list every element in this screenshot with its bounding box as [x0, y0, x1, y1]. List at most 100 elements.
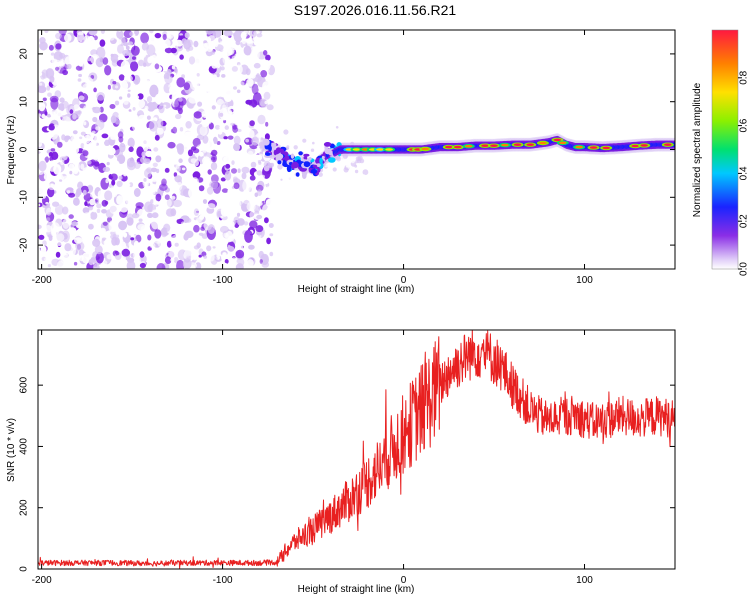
noise-speckle [263, 43, 268, 47]
ridge-core [445, 145, 453, 149]
noise-speckle [109, 104, 116, 109]
noise-speckle [203, 260, 212, 269]
noise-speckle [105, 178, 109, 184]
noise-speckle [55, 43, 62, 50]
noise-speckle [118, 136, 124, 143]
noise-speckle [283, 129, 289, 135]
ridge-blob [328, 157, 336, 163]
noise-speckle [38, 102, 46, 112]
noise-speckle [128, 226, 133, 230]
noise-speckle [281, 167, 286, 172]
noise-speckle [190, 170, 194, 174]
noise-speckle [120, 60, 130, 72]
noise-speckle [256, 201, 263, 207]
noise-speckle [157, 39, 161, 45]
noise-speckle [128, 146, 134, 153]
noise-speckle [241, 39, 246, 45]
noise-speckle [149, 183, 157, 193]
noise-speckle [135, 202, 144, 209]
noise-speckle [185, 217, 192, 223]
spectrogram-y-tick-label: 10 [19, 96, 30, 108]
ridge-blob [275, 147, 282, 154]
noise-speckle [213, 56, 220, 64]
noise-speckle [164, 198, 172, 208]
noise-speckle [246, 37, 255, 44]
noise-speckle [359, 164, 362, 167]
noise-speckle [101, 199, 108, 207]
noise-speckle [220, 216, 224, 219]
noise-speckle [95, 126, 101, 131]
noise-speckle [233, 182, 240, 190]
noise-speckle [83, 230, 93, 240]
noise-speckle [137, 223, 147, 231]
noise-speckle [260, 70, 268, 78]
ridge-core [513, 143, 522, 146]
noise-speckle [38, 133, 41, 137]
noise-speckle [207, 224, 215, 235]
noise-speckle [47, 178, 51, 183]
noise-speckle [117, 131, 124, 139]
noise-speckle [164, 256, 172, 265]
noise-speckle [132, 94, 140, 100]
snr-x-axis-title: Height of straight line (km) [298, 584, 415, 595]
noise-speckle [92, 106, 101, 114]
noise-speckle [78, 40, 85, 50]
chart-title: S197.2026.016.11.56.R21 [293, 2, 457, 18]
noise-speckle [88, 30, 98, 36]
noise-speckle [118, 74, 125, 81]
noise-speckle [110, 115, 117, 124]
noise-speckle [89, 141, 97, 147]
noise-speckle [230, 122, 235, 126]
noise-speckle [233, 135, 241, 145]
colorbar-axes: 0.0 0.2 0.4 0.6 0.8 [738, 70, 750, 276]
noise-speckle [133, 161, 141, 169]
noise-speckle [212, 246, 216, 249]
noise-speckle [242, 179, 252, 193]
ridge-blob [310, 169, 318, 174]
noise-speckle [349, 166, 354, 171]
noise-speckle [261, 174, 265, 179]
noise-speckle [207, 120, 211, 125]
ridge-blob [303, 153, 310, 157]
snr-y-tick-label: 400 [19, 438, 30, 455]
noise-speckle [84, 201, 88, 207]
noise-speckle [106, 254, 114, 260]
noise-speckle [64, 56, 74, 66]
noise-speckle [66, 63, 72, 70]
noise-speckle [136, 98, 146, 109]
noise-speckle [166, 69, 172, 76]
noise-speckle [184, 135, 190, 141]
noise-speckle [123, 74, 133, 83]
noise-speckle [249, 30, 257, 38]
noise-speckle [224, 259, 229, 264]
noise-speckle [48, 124, 55, 131]
noise-speckle [104, 190, 113, 201]
noise-speckle [139, 262, 146, 269]
noise-speckle [50, 52, 55, 56]
noise-speckle [197, 76, 203, 83]
noise-speckle [160, 43, 168, 49]
noise-speckle [38, 224, 42, 230]
noise-speckle [49, 75, 55, 83]
noise-speckle [210, 162, 218, 171]
noise-speckle [69, 82, 77, 90]
noise-speckle [133, 240, 140, 248]
noise-speckle [192, 137, 201, 147]
noise-speckle [38, 203, 41, 207]
noise-speckle [156, 127, 164, 135]
noise-speckle [93, 87, 97, 93]
noise-speckle [271, 159, 276, 164]
noise-speckle [196, 73, 200, 77]
noise-speckle [199, 125, 208, 136]
colorbar-tick-label: 0.8 [739, 70, 750, 84]
noise-speckle [191, 177, 199, 188]
ridge-blob [262, 138, 270, 146]
noise-speckle [151, 217, 160, 230]
noise-speckle [53, 164, 62, 175]
noise-speckle [143, 177, 147, 182]
noise-speckle [38, 82, 43, 86]
noise-speckle [214, 41, 219, 48]
noise-speckle [141, 151, 147, 158]
noise-speckle [216, 62, 221, 69]
noise-speckle [116, 30, 124, 39]
